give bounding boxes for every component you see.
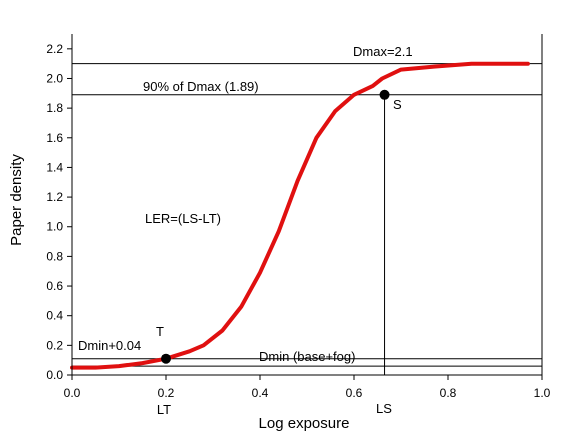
- y-tick-label: 1.8: [46, 101, 63, 115]
- x-tick-label: 0.8: [440, 386, 457, 400]
- y-tick-label: 0.2: [46, 338, 63, 352]
- y-tick-label: 0.0: [46, 368, 63, 382]
- y-tick-label: 2.2: [46, 42, 63, 56]
- point-s-label: S: [393, 97, 402, 112]
- y-ticks: 0.0 0.2 0.4 0.6 0.8 1.0 1.2 1.4 1.6 1.8 2.0 2.2: [46, 42, 72, 382]
- y-tick-label: 1.4: [46, 160, 63, 174]
- density-curve-line: [70, 61, 530, 370]
- lt-label: LT: [157, 402, 171, 417]
- y-tick-label: 1.2: [46, 190, 63, 204]
- x-tick-label: 0.6: [346, 386, 363, 400]
- y-tick-label: 0.8: [46, 249, 63, 263]
- dmax-annotation: Dmax=2.1: [353, 44, 413, 59]
- dmin-annotation: Dmin (base+fog): [259, 349, 355, 364]
- point-t-marker: [161, 353, 171, 364]
- x-ticks: 0.0 0.2 0.4 0.6 0.8 1.0: [64, 375, 551, 400]
- y-tick-label: 1.6: [46, 131, 63, 145]
- x-tick-label: 0.0: [64, 386, 81, 400]
- x-tick-label: 1.0: [534, 386, 551, 400]
- ls-label: LS: [376, 401, 392, 416]
- point-s-marker: [379, 89, 390, 100]
- y-tick-label: 0.4: [46, 309, 63, 323]
- series-group: [70, 61, 530, 370]
- y-axis-title: Paper density: [8, 154, 25, 246]
- x-tick-label: 0.4: [252, 386, 269, 400]
- point-markers: [161, 89, 390, 364]
- y-tick-label: 0.6: [46, 279, 63, 293]
- y-tick-label: 2.0: [46, 71, 63, 85]
- dmin-plus-annotation: Dmin+0.04: [78, 338, 141, 353]
- ler-annotation: LER=(LS-LT): [145, 211, 221, 226]
- ninety-percent-annotation: 90% of Dmax (1.89): [143, 79, 259, 94]
- x-axis-title: Log exposure: [259, 415, 350, 432]
- y-tick-label: 1.0: [46, 220, 63, 234]
- point-t-label: T: [156, 324, 164, 339]
- x-tick-label: 0.2: [158, 386, 175, 400]
